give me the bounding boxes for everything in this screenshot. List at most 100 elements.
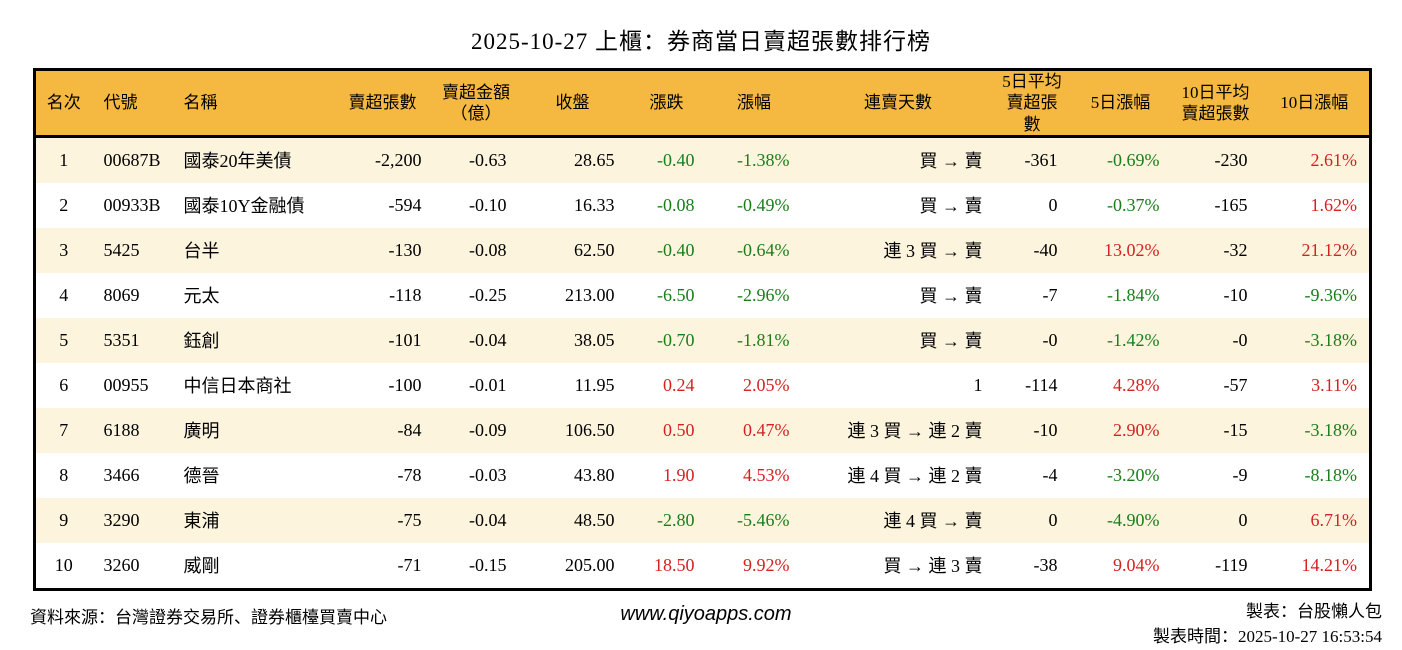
cell-avg10: -165 (1214, 194, 1248, 215)
cell-streak: 買 → 賣 (919, 286, 983, 307)
cell-pct10: 6.71% (1310, 509, 1358, 530)
column-header-sell_amount: 賣超金額 （億） (433, 69, 519, 138)
cell-change: -0.40 (657, 149, 695, 170)
cell-avg5: -40 (1033, 239, 1058, 260)
cell-avg10: -15 (1223, 419, 1248, 440)
cell-avg5: -7 (1042, 284, 1058, 305)
cell-rank: 4 (59, 284, 69, 305)
cell-change: 0.24 (663, 374, 695, 395)
made-time: 製表時間：2025-10-27 16:53:54 (1152, 627, 1382, 647)
cell-change_pct: -2.96% (737, 284, 790, 305)
cell-sell_volume: -75 (397, 509, 422, 530)
cell-sell_amount: -0.01 (469, 374, 507, 395)
cell-sell_volume: -130 (388, 239, 422, 260)
cell-close: 38.05 (574, 329, 615, 350)
cell-avg10: -57 (1223, 374, 1248, 395)
page-title: 2025-10-27 上櫃：券商當日賣超張數排行榜 (470, 29, 932, 54)
cell-pct10: 1.62% (1310, 194, 1358, 215)
table-row: 1 00687B 國泰20年美債 -2,200 -0.63 28.65 -0.40 -1.38… (34, 136, 1371, 183)
cell-pct10: -9.36% (1304, 284, 1358, 305)
cell-pct10: -3.18% (1304, 419, 1358, 440)
cell-code: 00687B (103, 149, 161, 170)
cell-change_pct: 9.92% (743, 554, 790, 575)
column-header-rank: 名次 (34, 69, 92, 138)
cell-close: 213.00 (565, 284, 615, 305)
cell-avg5: -361 (1024, 149, 1058, 170)
cell-change_pct: -1.81% (737, 329, 790, 350)
cell-streak: 連 4 買 → 連 2 賣 (847, 466, 983, 487)
cell-sell_volume: -84 (397, 419, 422, 440)
cell-avg10: -230 (1214, 149, 1248, 170)
cell-code: 3260 (103, 554, 140, 575)
cell-avg10: 0 (1238, 509, 1248, 530)
cell-rank: 1 (59, 149, 69, 170)
website-url: www.qiyoapps.com (620, 602, 792, 625)
cell-change: -2.80 (657, 509, 695, 530)
cell-pct5: -1.42% (1107, 329, 1160, 350)
cell-change_pct: -5.46% (737, 509, 790, 530)
cell-sell_volume: -118 (389, 284, 422, 305)
cell-name: 國泰20年美債 (183, 151, 292, 172)
column-header-streak: 連賣天數 (801, 69, 995, 138)
cell-streak: 連 4 買 → 賣 (883, 511, 983, 532)
cell-rank: 9 (59, 509, 69, 530)
cell-pct10: 2.61% (1310, 149, 1358, 170)
cell-avg10: -10 (1223, 284, 1248, 305)
cell-avg5: -0 (1042, 329, 1058, 350)
cell-change: -6.50 (657, 284, 695, 305)
cell-change: -0.08 (657, 194, 695, 215)
cell-change_pct: 4.53% (743, 464, 790, 485)
cell-change_pct: -0.49% (737, 194, 790, 215)
cell-code: 5425 (103, 239, 140, 260)
cell-name: 台半 (183, 241, 220, 262)
cell-avg5: -4 (1042, 464, 1058, 485)
cell-sell_amount: -0.09 (469, 419, 507, 440)
cell-change_pct: -0.64% (737, 239, 790, 260)
table-row: 4 8069 元太 -118 -0.25 213.00 -6.50 -2.96% 買 → 賣 -7… (34, 272, 1371, 318)
cell-close: 43.80 (574, 464, 615, 485)
cell-name: 廣明 (183, 421, 220, 442)
cell-close: 62.50 (574, 239, 615, 260)
table-row: 6 00955 中信日本商社 -100 -0.01 11.95 0.24 2.05% 1 -114… (34, 362, 1371, 408)
cell-sell_volume: -594 (388, 194, 422, 215)
cell-change_pct: 0.47% (743, 419, 790, 440)
column-header-avg10: 10日平均 賣超張數 (1171, 69, 1260, 138)
cell-avg5: -38 (1033, 554, 1058, 575)
cell-sell_amount: -0.25 (469, 284, 507, 305)
cell-pct10: 21.12% (1301, 239, 1358, 260)
cell-change_pct: 2.05% (743, 374, 790, 395)
table-row: 5 5351 鈺創 -101 -0.04 38.05 -0.70 -1.81% 買 → 賣 -0 -… (34, 317, 1371, 363)
header-row: 名次 代號 名稱 賣超張數 賣超金額 （億） 收盤 漲跌 漲幅 連賣天數 5日平均 賣超張數 5日漲… (34, 69, 1371, 138)
cell-pct5: 4.28% (1113, 374, 1160, 395)
cell-pct10: -3.18% (1304, 329, 1358, 350)
cell-rank: 8 (59, 464, 69, 485)
cell-pct5: -0.69% (1107, 149, 1160, 170)
cell-code: 8069 (103, 284, 140, 305)
table-row: 8 3466 德晉 -78 -0.03 43.80 1.90 4.53% 連 4 買 → 連 2… (34, 452, 1371, 498)
cell-rank: 10 (54, 554, 73, 575)
cell-pct5: 13.02% (1104, 239, 1160, 260)
column-header-sell_volume: 賣超張數 (331, 69, 434, 138)
cell-sell_amount: -0.08 (469, 239, 507, 260)
cell-name: 國泰10Y金融債 (183, 196, 305, 217)
cell-sell_volume: -101 (388, 329, 422, 350)
cell-change: -0.40 (657, 239, 695, 260)
cell-close: 106.50 (565, 419, 615, 440)
table-row: 10 3260 威剛 -71 -0.15 205.00 18.50 9.92% 買 → 連 3 … (34, 542, 1371, 590)
table-row: 3 5425 台半 -130 -0.08 62.50 -0.40 -0.64% 連 3 買 → … (34, 227, 1371, 273)
cell-avg10: -0 (1232, 329, 1248, 350)
table-row: 9 3290 東浦 -75 -0.04 48.50 -2.80 -5.46% 連 4 買 → 賣… (34, 497, 1371, 543)
footer: 資料來源：台灣證券交易所、證券櫃檯買賣中心 www.qiyoapps.com 製… (30, 599, 1382, 650)
cell-code: 3290 (103, 509, 140, 530)
cell-change: 0.50 (663, 419, 695, 440)
cell-close: 28.65 (574, 149, 615, 170)
cell-sell_amount: -0.15 (469, 554, 507, 575)
cell-streak: 買 → 賣 (919, 196, 983, 217)
cell-name: 威剛 (183, 556, 220, 577)
cell-rank: 3 (59, 239, 69, 260)
cell-rank: 6 (59, 374, 69, 395)
table-header: 名次 代號 名稱 賣超張數 賣超金額 （億） 收盤 漲跌 漲幅 連賣天數 5日平均 賣超張數 5日漲… (34, 69, 1371, 138)
cell-name: 元太 (183, 286, 220, 307)
cell-avg10: -32 (1223, 239, 1248, 260)
cell-sell_volume: -100 (388, 374, 422, 395)
